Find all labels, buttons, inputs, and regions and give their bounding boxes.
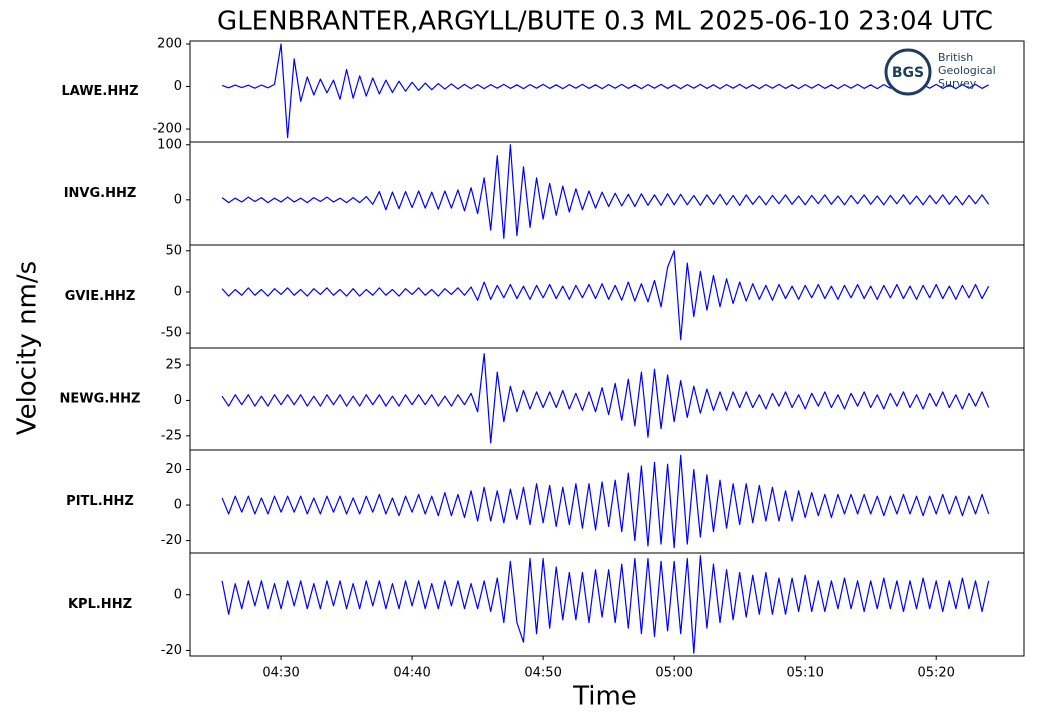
y-tick-label: 0 [174, 587, 182, 602]
y-tick-label: -50 [161, 326, 182, 341]
chart-title: GLENBRANTER,ARGYLL/BUTE 0.3 ML 2025-06-1… [217, 7, 993, 37]
trace [221, 555, 990, 654]
logo-ring [884, 48, 932, 96]
y-tick-label: 0 [174, 498, 182, 513]
station-label: NEWG.HHZ [60, 392, 141, 407]
x-tick-label: 05:00 [655, 666, 692, 681]
y-tick-label: 200 [157, 36, 182, 51]
y-tick-label: 0 [174, 284, 182, 299]
station-label: LAWE.HHZ [61, 84, 138, 99]
logo: BGS British Geological Survey [884, 48, 996, 96]
trace [221, 144, 990, 239]
y-axis-label: Velocity nm/s [13, 261, 43, 435]
trace [221, 454, 990, 549]
y-tick-label: 50 [165, 243, 182, 258]
x-tick-label: 05:10 [786, 666, 823, 681]
logo-text: British [938, 51, 973, 64]
y-tick-label: 25 [165, 358, 182, 373]
x-tick-label: 04:50 [524, 666, 561, 681]
station-label: GVIE.HHZ [65, 289, 136, 304]
x-axis-label: Time [572, 682, 637, 712]
panel-frame [189, 141, 1025, 246]
y-tick-label: 20 [165, 462, 182, 477]
station-label: KPL.HHZ [68, 597, 132, 612]
y-tick-label: 100 [157, 137, 182, 152]
x-tick-label: 04:40 [393, 666, 430, 681]
y-tick-label: -20 [161, 643, 182, 658]
panel-frame [189, 552, 1025, 657]
y-tick-label: -20 [161, 533, 182, 548]
y-tick-label: -25 [161, 428, 182, 443]
logo-text: Geological [938, 64, 996, 77]
station-label: INVG.HHZ [64, 186, 137, 201]
y-tick-label: 0 [174, 192, 182, 207]
y-tick-label: -200 [152, 122, 182, 137]
trace [221, 43, 989, 139]
y-tick-label: 0 [174, 79, 182, 94]
station-label: PITL.HHZ [66, 494, 134, 509]
logo-mark: BGS [892, 65, 924, 81]
logo-text: Survey [938, 77, 977, 90]
trace [221, 250, 990, 341]
x-tick-label: 04:30 [262, 666, 299, 681]
trace [221, 353, 990, 444]
x-tick-label: 05:20 [917, 666, 954, 681]
traces: 2000-200LAWE.HHZ1000INVG.HHZ500-50GVIE.H… [60, 36, 1025, 681]
y-tick-label: 0 [174, 393, 182, 408]
